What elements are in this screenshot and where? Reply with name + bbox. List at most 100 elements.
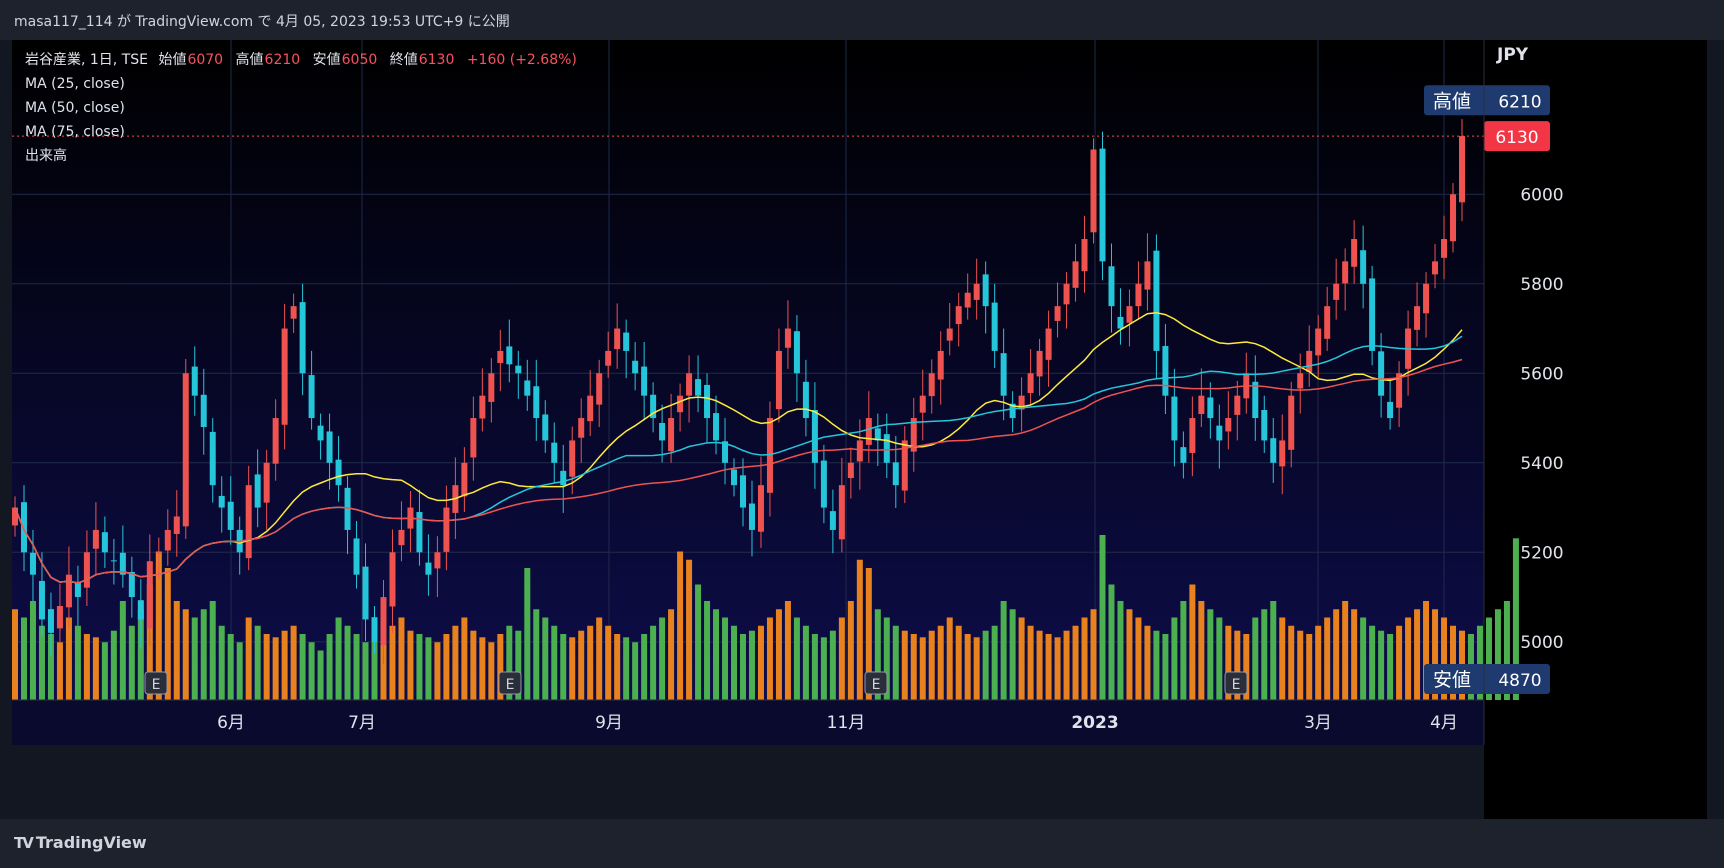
low-label: 安値 — [312, 52, 341, 68]
indicator-ma50[interactable]: MA (50, close) — [25, 100, 125, 116]
volume-bar — [982, 630, 989, 700]
candle-body — [1099, 148, 1106, 262]
candle-body — [650, 394, 657, 419]
volume-bar — [65, 617, 72, 700]
volume-bar — [317, 650, 324, 700]
candle-body — [524, 380, 531, 396]
candle-body — [614, 328, 621, 350]
candle-body — [713, 413, 720, 441]
candle-body — [1396, 373, 1403, 408]
volume-bar — [1342, 601, 1349, 700]
candle-body — [766, 418, 773, 493]
candle-body — [1117, 316, 1124, 329]
candle-body — [227, 501, 234, 530]
volume-bar — [838, 617, 845, 700]
volume-bar — [434, 642, 441, 700]
candle-body — [1252, 381, 1259, 419]
volume-bar — [1476, 625, 1483, 700]
candle-body — [209, 431, 216, 486]
candle-body — [1000, 353, 1007, 396]
indicator-volume[interactable]: 出来高 — [25, 148, 67, 164]
volume-bar — [991, 625, 998, 700]
volume-bar — [371, 637, 378, 700]
price-chart[interactable]: 5000 5200 5400 5600 5800 6000 6月 7月 9月 11月 2023 3月… — [12, 40, 1707, 819]
volume-bar — [353, 634, 360, 700]
earnings-marker-label: E — [152, 677, 161, 693]
volume-bar — [443, 634, 450, 700]
volume-bar — [766, 617, 773, 700]
candle-body — [1324, 306, 1331, 339]
volume-bar — [236, 642, 243, 700]
volume-bar — [101, 642, 108, 700]
y-tick-label: 5000 — [1520, 633, 1563, 653]
volume-bar — [29, 601, 36, 700]
candle-body — [1189, 418, 1196, 453]
candle-body — [1369, 278, 1376, 351]
earnings-marker-label: E — [1232, 677, 1241, 693]
volume-bar — [650, 625, 657, 700]
close-value: 6130 — [418, 52, 455, 68]
volume-bar — [1018, 617, 1025, 700]
volume-bar — [713, 609, 720, 700]
volume-bar — [1135, 617, 1142, 700]
candle-body — [1171, 396, 1178, 441]
chart-frame[interactable]: 5000 5200 5400 5600 5800 6000 6月 7月 9月 11月 2023 3月… — [12, 40, 1707, 819]
candle-body — [937, 350, 944, 380]
volume-bar — [1099, 535, 1106, 700]
candle-body — [955, 306, 962, 325]
candle-body — [398, 529, 405, 546]
volume-bar — [1054, 637, 1061, 700]
high-tag-name: 高値 — [1433, 90, 1471, 112]
candle-body — [362, 566, 369, 620]
candle-body — [1108, 266, 1115, 307]
candle-body — [731, 469, 738, 486]
candle-body — [47, 609, 54, 633]
candle-body — [811, 409, 818, 463]
candle-body — [1306, 350, 1313, 372]
tv-logo-icon: 𝗧𝗩 — [14, 833, 34, 852]
high-price-tag — [1424, 85, 1550, 116]
candle-body — [101, 532, 108, 553]
candle-body — [1198, 395, 1205, 415]
x-tick-label: 11月 — [827, 713, 866, 733]
volume-bar — [1378, 630, 1385, 700]
volume-bar — [695, 584, 702, 700]
candle-body — [1225, 418, 1232, 432]
volume-bar — [416, 634, 423, 700]
volume-bar — [811, 634, 818, 700]
volume-bar — [1207, 609, 1214, 700]
volume-bar — [964, 634, 971, 700]
volume-bar — [1171, 617, 1178, 700]
volume-bar — [659, 617, 666, 700]
volume-bar — [1153, 630, 1160, 700]
volume-bar — [272, 637, 279, 700]
candle-body — [1180, 447, 1187, 463]
volume-bar — [425, 637, 432, 700]
plot-background — [12, 40, 1484, 700]
volume-bar — [533, 609, 540, 700]
volume-bar — [290, 625, 297, 700]
candle-body — [173, 516, 180, 534]
candle-body — [1441, 239, 1448, 258]
volume-bar — [1162, 634, 1169, 700]
candle-body — [119, 552, 126, 575]
tradingview-logo[interactable]: 𝗧𝗩 TradingView — [14, 833, 147, 852]
volume-bar — [155, 551, 162, 700]
indicator-ma75[interactable]: MA (75, close) — [25, 124, 125, 140]
volume-bar — [479, 637, 486, 700]
candle-body — [506, 346, 513, 365]
candle-body — [1036, 350, 1043, 377]
volume-bar — [1279, 617, 1286, 700]
volume-bar — [1297, 630, 1304, 700]
volume-bar — [182, 609, 189, 700]
volume-bar — [47, 634, 54, 700]
volume-bar — [1117, 601, 1124, 700]
volume-bar — [731, 625, 738, 700]
candle-body — [218, 495, 225, 508]
x-tick-label: 9月 — [595, 713, 623, 733]
volume-bar — [407, 630, 414, 700]
indicator-ma25[interactable]: MA (25, close) — [25, 76, 125, 92]
candle-body — [946, 328, 953, 341]
volume-bar — [1216, 617, 1223, 700]
candle-body — [1063, 283, 1070, 305]
